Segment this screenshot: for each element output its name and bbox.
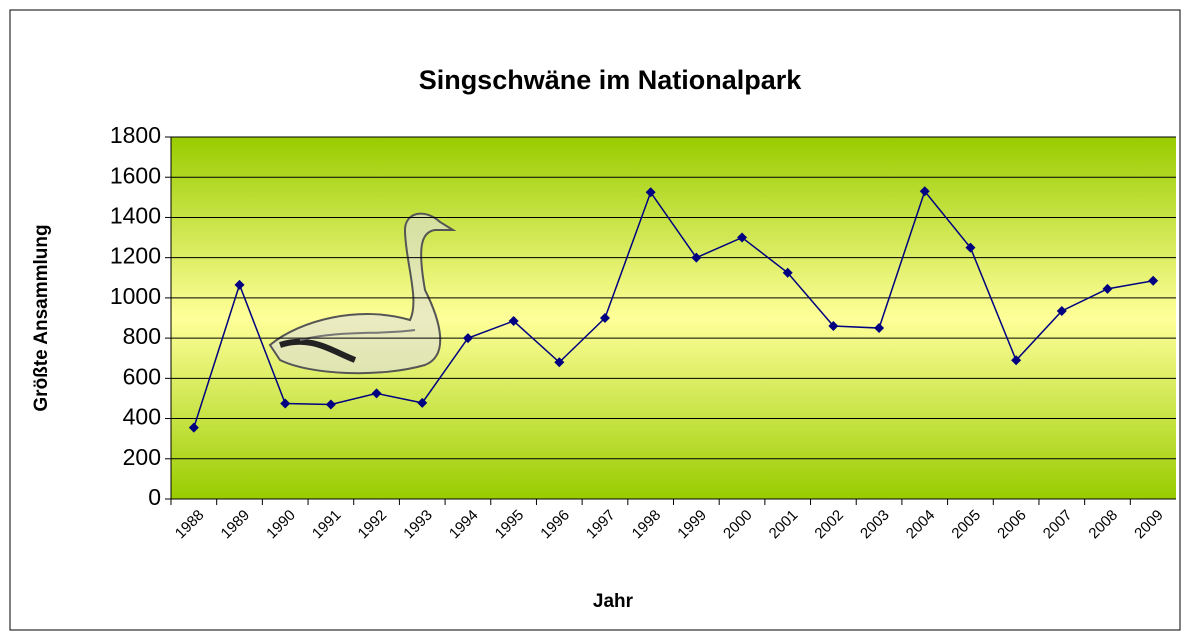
data-line [193,189,1154,428]
x-axis-label: Jahr [593,591,634,612]
y-tick-label: 1600 [110,162,161,188]
data-point [508,316,519,327]
chart-title: Singschwäne im Nationalpark [419,65,803,95]
y-tick-label: 1000 [110,283,161,309]
plot-area [171,137,1176,499]
data-point [1056,305,1067,316]
y-axis-label: Größte Ansammlung [31,224,52,411]
data-point [188,422,199,433]
data-point [737,232,748,243]
data-point [280,398,291,409]
data-point [325,399,336,410]
data-point [828,321,839,332]
data-point [919,186,930,197]
data-point [965,242,976,253]
data-point [371,388,382,399]
data-point [417,397,428,408]
data-point [874,323,885,334]
y-tick-label: 200 [123,444,161,470]
y-tick-label: 1800 [110,122,161,148]
data-point [782,267,793,278]
y-tick-label: 1400 [110,203,161,229]
data-point [234,279,245,290]
swan-illustration [268,212,457,375]
data-point [1148,275,1159,286]
y-tick-label: 800 [123,323,161,349]
data-point [599,313,610,323]
y-tick-label: 1200 [110,243,161,269]
data-point [554,357,565,368]
y-tick-label: 600 [123,363,161,389]
y-tick-label: 0 [148,484,161,510]
data-point [691,252,702,263]
data-point [1102,283,1113,294]
data-point [1011,355,1022,366]
data-point [645,187,656,198]
y-tick-label: 400 [123,404,161,430]
data-point [462,333,473,344]
